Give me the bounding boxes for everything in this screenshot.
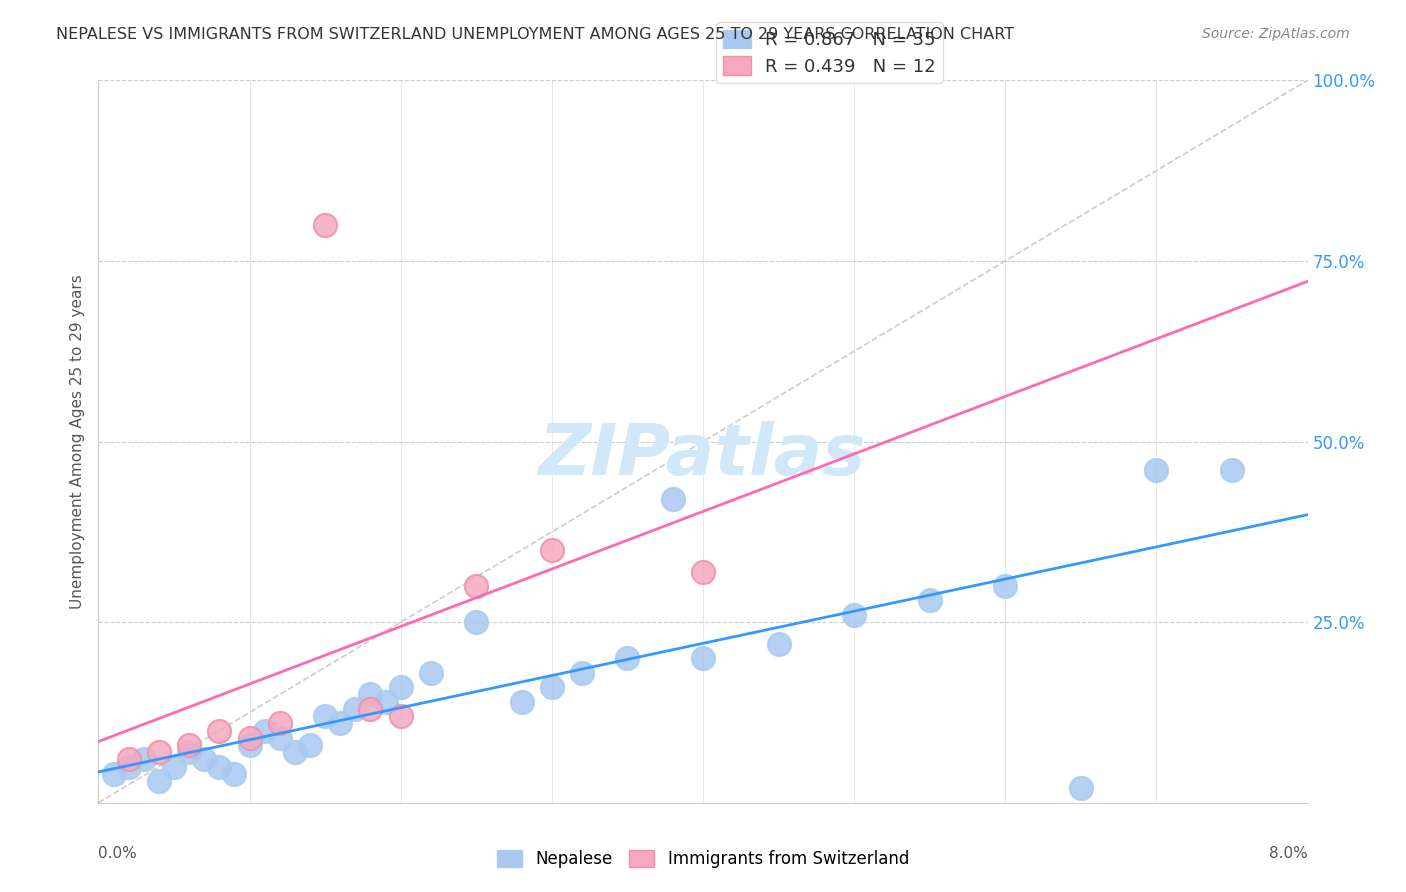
- Point: [844, 607, 866, 622]
- Point: [148, 745, 170, 759]
- Point: [299, 738, 322, 752]
- Point: [1070, 781, 1092, 796]
- Point: [540, 680, 562, 694]
- Point: [692, 651, 714, 665]
- Point: [616, 651, 638, 665]
- Point: [314, 218, 336, 232]
- Point: [179, 738, 201, 752]
- Text: NEPALESE VS IMMIGRANTS FROM SWITZERLAND UNEMPLOYMENT AMONG AGES 25 TO 29 YEARS C: NEPALESE VS IMMIGRANTS FROM SWITZERLAND …: [56, 27, 1014, 42]
- Text: Source: ZipAtlas.com: Source: ZipAtlas.com: [1202, 27, 1350, 41]
- Point: [269, 731, 291, 745]
- Point: [768, 637, 790, 651]
- Point: [374, 695, 396, 709]
- Point: [314, 709, 336, 723]
- Point: [571, 665, 593, 680]
- Point: [239, 738, 262, 752]
- Point: [253, 723, 276, 738]
- Point: [269, 716, 291, 731]
- Text: 0.0%: 0.0%: [98, 847, 138, 861]
- Point: [118, 760, 141, 774]
- Point: [163, 760, 186, 774]
- Point: [103, 767, 125, 781]
- Point: [239, 731, 262, 745]
- Point: [389, 680, 412, 694]
- Point: [510, 695, 533, 709]
- Point: [224, 767, 246, 781]
- Point: [1220, 463, 1243, 477]
- Point: [344, 702, 367, 716]
- Point: [420, 665, 443, 680]
- Point: [360, 687, 382, 701]
- Point: [661, 492, 683, 507]
- Point: [284, 745, 307, 759]
- Point: [148, 774, 170, 789]
- Point: [540, 542, 562, 557]
- Point: [329, 716, 352, 731]
- Point: [208, 723, 231, 738]
- Point: [918, 593, 941, 607]
- Point: [179, 745, 201, 759]
- Point: [389, 709, 412, 723]
- Point: [360, 702, 382, 716]
- Point: [132, 752, 155, 766]
- Point: [1146, 463, 1168, 477]
- Legend: Nepalese, Immigrants from Switzerland: Nepalese, Immigrants from Switzerland: [491, 843, 915, 875]
- Point: [193, 752, 215, 766]
- Y-axis label: Unemployment Among Ages 25 to 29 years: Unemployment Among Ages 25 to 29 years: [69, 274, 84, 609]
- Point: [118, 752, 141, 766]
- Text: ZIPatlas: ZIPatlas: [540, 422, 866, 491]
- Point: [465, 615, 488, 630]
- Point: [692, 565, 714, 579]
- Legend: R = 0.867   N = 35, R = 0.439   N = 12: R = 0.867 N = 35, R = 0.439 N = 12: [716, 22, 943, 83]
- Point: [208, 760, 231, 774]
- Point: [994, 579, 1017, 593]
- Text: 8.0%: 8.0%: [1268, 847, 1308, 861]
- Point: [465, 579, 488, 593]
